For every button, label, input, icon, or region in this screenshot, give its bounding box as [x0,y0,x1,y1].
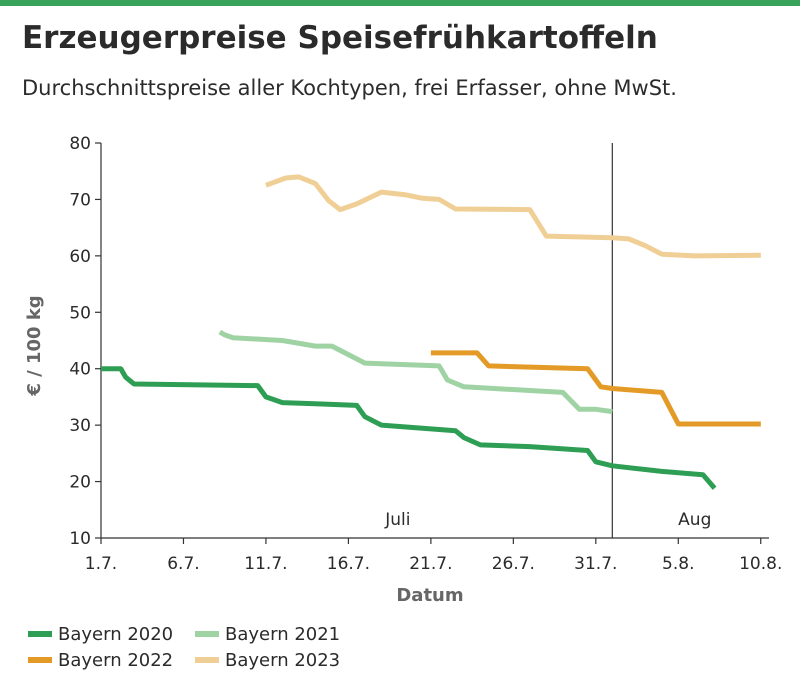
top-accent-bar [0,0,800,6]
x-tick-label: 21.7. [409,554,452,574]
y-tick-label: 30 [69,416,91,436]
chart-legend: Bayern 2020 Bayern 2021 Bayern 2022 Bayern … [28,624,340,671]
legend-item: Bayern 2020 [28,624,173,645]
x-axis-title: Datum [396,585,463,606]
month-label: Aug [678,510,711,530]
series-line-bayern-2023 [265,174,761,259]
series-line-bayern-2020 [101,366,717,490]
legend-label: Bayern 2023 [225,650,340,671]
x-tick-label: 26.7. [492,554,535,574]
x-tick-label: 1.7. [85,554,117,574]
chart-subtitle: Durchschnittspreise aller Kochtypen, fre… [22,76,677,100]
y-tick-label: 40 [69,360,91,380]
y-tick-label: 60 [69,247,91,267]
x-tick-label: 5.8. [662,554,694,574]
series-line-bayern-2022 [430,350,761,427]
legend-label: Bayern 2020 [58,624,173,645]
series-line-bayern-2021 [218,329,613,415]
y-tick-label: 10 [69,529,91,549]
legend-item: Bayern 2023 [195,650,340,671]
chart-series-lines [101,174,761,490]
x-tick-label: 11.7. [244,554,287,574]
x-tick-label: 6.7. [167,554,199,574]
legend-label: Bayern 2021 [225,624,340,645]
chart-title: Erzeugerpreise Speisefrühkartoffeln [22,20,658,56]
y-tick-label: 50 [69,303,91,323]
month-label: Juli [384,510,410,530]
chart-axes: 10 20 30 40 50 60 70 80 1.7. 6.7. 11.7. 16.7. 21.7. 2… [24,134,782,606]
legend-item: Bayern 2021 [195,624,340,645]
x-tick-label: 31.7. [574,554,617,574]
y-tick-label: 80 [69,134,91,154]
x-tick-label: 16.7. [327,554,370,574]
y-tick-label: 70 [69,190,91,210]
legend-item: Bayern 2022 [28,650,173,671]
y-axis-title: € / 100 kg [24,295,45,396]
y-tick-label: 20 [69,473,91,493]
legend-label: Bayern 2022 [58,650,173,671]
x-tick-label: 10.8. [739,554,782,574]
